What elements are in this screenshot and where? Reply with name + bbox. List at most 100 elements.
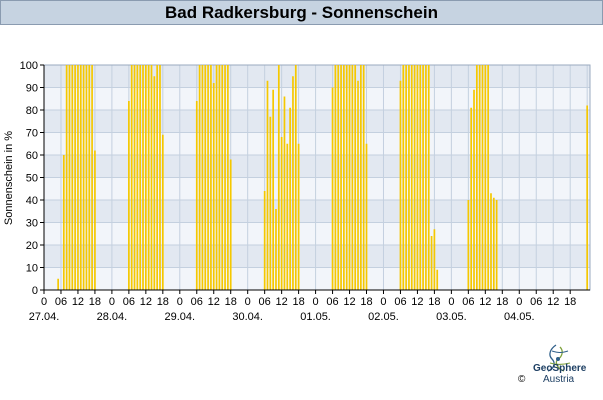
- x-tick-label: 06: [530, 296, 542, 308]
- bar: [357, 80, 359, 290]
- bar: [495, 200, 498, 290]
- bar: [62, 155, 65, 290]
- background-band: [44, 245, 590, 268]
- bar: [94, 150, 96, 290]
- bar: [133, 65, 136, 290]
- bar: [473, 89, 475, 290]
- x-tick-label: 18: [564, 296, 576, 308]
- background-band: [44, 222, 590, 245]
- bar: [484, 65, 487, 290]
- bar: [139, 65, 142, 290]
- bar: [416, 65, 419, 290]
- x-day-label: 03.05.: [436, 311, 467, 323]
- bar: [294, 65, 297, 290]
- bar: [144, 65, 147, 290]
- bar: [57, 278, 59, 290]
- background-band: [44, 132, 590, 155]
- x-tick-label: 0: [313, 296, 319, 308]
- bar: [337, 65, 340, 290]
- bar: [269, 116, 272, 290]
- x-tick-label: 06: [326, 296, 338, 308]
- x-tick-label: 0: [516, 296, 522, 308]
- x-tick-label: 0: [109, 296, 115, 308]
- bar: [161, 134, 164, 290]
- bar: [136, 65, 139, 290]
- bar: [91, 65, 93, 290]
- bar: [343, 65, 345, 290]
- x-tick-label: 06: [55, 296, 67, 308]
- bar: [433, 229, 436, 290]
- bar: [405, 65, 407, 290]
- x-tick-label: 06: [462, 296, 474, 308]
- bar: [360, 65, 362, 290]
- bar: [297, 143, 300, 290]
- background-band: [44, 87, 590, 110]
- bar: [289, 107, 291, 290]
- bar: [413, 65, 416, 290]
- x-tick-label: 12: [343, 296, 355, 308]
- bar: [586, 105, 589, 290]
- bar: [212, 83, 215, 290]
- bar: [218, 65, 221, 290]
- x-tick-label: 18: [360, 296, 372, 308]
- background-band: [44, 177, 590, 200]
- y-tick-label: 80: [26, 105, 38, 117]
- x-tick-label: 12: [547, 296, 559, 308]
- x-tick-label: 18: [428, 296, 440, 308]
- background-band: [44, 155, 590, 178]
- x-tick-label: 0: [380, 296, 386, 308]
- bar: [82, 65, 85, 290]
- bar: [478, 65, 481, 290]
- bar: [128, 101, 130, 290]
- x-tick-label: 06: [259, 296, 271, 308]
- bar: [79, 65, 82, 290]
- bar: [130, 65, 133, 290]
- bar: [492, 197, 495, 290]
- bar: [272, 89, 274, 290]
- x-tick-label: 0: [448, 296, 454, 308]
- background-bands: [44, 65, 590, 290]
- x-day-label: 02.05.: [368, 311, 399, 323]
- background-band: [44, 110, 590, 133]
- bar: [227, 65, 229, 290]
- bars-group: [57, 65, 589, 290]
- bar: [292, 76, 294, 290]
- bar: [77, 65, 79, 290]
- bar: [204, 65, 207, 290]
- bar: [340, 65, 342, 290]
- x-tick-label: 18: [157, 296, 169, 308]
- y-tick-label: 40: [26, 195, 38, 207]
- bar: [436, 269, 439, 290]
- bar: [348, 65, 351, 290]
- y-tick-label: 0: [32, 285, 38, 297]
- x-tick-label: 18: [89, 296, 101, 308]
- y-axis-label: Sonnenschein in %: [3, 131, 15, 225]
- y-tick-label: 90: [26, 83, 38, 95]
- background-band: [44, 200, 590, 223]
- bar: [467, 200, 470, 290]
- y-axis: 0 10 20 30 40 50 60 70 80 90 100: [20, 60, 45, 297]
- x-day-label: 29.04.: [164, 311, 195, 323]
- bar: [422, 65, 424, 290]
- bar: [277, 65, 280, 290]
- y-tick-label: 70: [26, 128, 38, 140]
- x-day-label: 27.04.: [29, 311, 60, 323]
- x-tick-label: 18: [225, 296, 237, 308]
- bar: [345, 65, 348, 290]
- x-day-label: 28.04.: [97, 311, 128, 323]
- x-tick-label: 18: [496, 296, 508, 308]
- bar: [74, 65, 76, 290]
- bar: [263, 191, 266, 290]
- bar: [419, 65, 422, 290]
- bar: [156, 65, 159, 290]
- copyright: ©: [518, 374, 526, 385]
- x-tick-label: 0: [177, 296, 183, 308]
- bar: [331, 87, 334, 290]
- y-tick-label: 50: [26, 173, 38, 185]
- x-day-label: 01.05.: [300, 311, 331, 323]
- bar: [210, 65, 212, 290]
- bar: [354, 65, 357, 290]
- bar: [362, 65, 365, 290]
- bar: [481, 65, 484, 290]
- x-axis: 0 06 12 18 27.04. 0 06 12 18 28.04. 0 06 12 18 29.04. 0…: [29, 289, 590, 323]
